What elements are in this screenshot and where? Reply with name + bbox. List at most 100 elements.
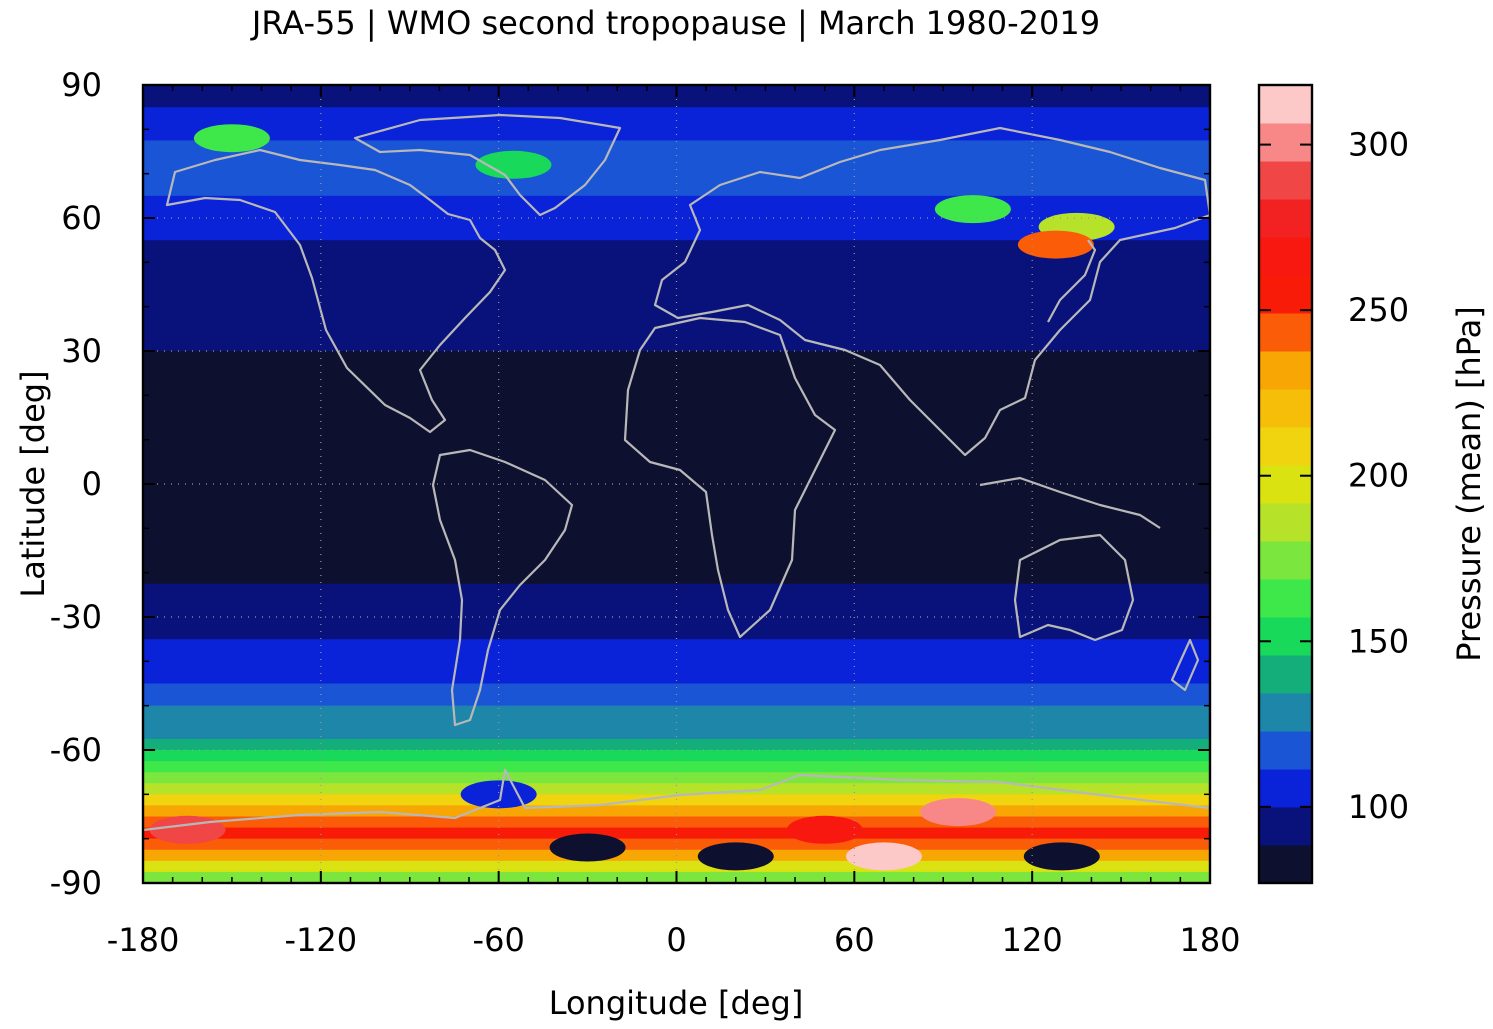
colorbar-swatch xyxy=(1259,693,1312,732)
heatmap-band xyxy=(143,362,1210,374)
heatmap-anomaly xyxy=(193,124,270,153)
heatmap-band xyxy=(143,860,1210,873)
colorbar-swatch xyxy=(1259,313,1312,352)
colorbar-swatch xyxy=(1259,769,1312,808)
heatmap-anomaly xyxy=(1017,230,1094,259)
coastline-new-zealand xyxy=(1170,638,1200,692)
y-tick-label: -60 xyxy=(50,731,102,769)
heatmap-anomaly xyxy=(934,195,1011,224)
heatmap-band xyxy=(143,550,1210,563)
colorbar-swatch xyxy=(1259,731,1312,770)
heatmap-anomaly xyxy=(786,815,863,844)
heatmap-band xyxy=(143,428,1210,441)
x-tick-label: 120 xyxy=(1002,921,1063,959)
colorbar-tick-label: 200 xyxy=(1348,457,1409,495)
colorbar-swatch xyxy=(1259,275,1312,314)
colorbar xyxy=(1259,85,1312,884)
heatmap-band xyxy=(143,328,1210,341)
coastline-indonesia xyxy=(979,476,1161,529)
heatmap-band xyxy=(143,617,1210,629)
heatmap-band xyxy=(143,572,1210,585)
heatmap-band xyxy=(143,195,1210,208)
colorbar-tick-label: 250 xyxy=(1348,291,1409,329)
heatmap-band xyxy=(143,206,1210,219)
heatmap-anomaly xyxy=(845,842,922,871)
heatmap-band xyxy=(143,162,1210,175)
heatmap-band xyxy=(143,672,1210,685)
heatmap-band xyxy=(143,794,1210,807)
colorbar-swatch xyxy=(1259,541,1312,580)
heatmap-band xyxy=(143,339,1210,352)
heatmap-band xyxy=(143,705,1210,718)
heatmap-band xyxy=(143,628,1210,640)
heatmap-band xyxy=(143,173,1210,186)
heatmap-band xyxy=(143,251,1210,263)
colorbar-swatch xyxy=(1259,351,1312,390)
x-axis: -180 -120 -60 0 60 120 180 xyxy=(107,85,1241,959)
heatmap-band xyxy=(143,351,1210,363)
heatmap-band xyxy=(143,406,1210,419)
coastline-antarctica xyxy=(143,768,1210,832)
y-tick-label: -90 xyxy=(50,864,102,902)
heatmap-band xyxy=(143,805,1210,818)
heatmap-anomaly xyxy=(1023,842,1100,871)
heatmap-band xyxy=(143,561,1210,574)
heatmap-band xyxy=(143,384,1210,396)
colorbar-swatch xyxy=(1259,465,1312,504)
heatmap-band xyxy=(143,96,1210,108)
heatmap-band xyxy=(143,417,1210,430)
heatmap-band xyxy=(143,750,1210,762)
x-tick-label: -180 xyxy=(107,921,180,959)
colorbar-swatch xyxy=(1259,503,1312,542)
heatmap-band xyxy=(143,495,1210,507)
heatmap-band xyxy=(143,539,1210,552)
heatmap-band xyxy=(143,783,1210,795)
colorbar-swatch xyxy=(1259,389,1312,428)
coastline-africa xyxy=(623,316,837,639)
x-tick-label: -120 xyxy=(285,921,358,959)
coastline-eurasia xyxy=(653,126,1210,457)
y-axis-label: Latitude [deg] xyxy=(14,370,52,597)
x-tick-label: 60 xyxy=(834,921,875,959)
colorbar-swatch xyxy=(1259,655,1312,694)
heatmap-anomaly xyxy=(149,815,226,844)
heatmap-band xyxy=(143,727,1210,740)
colorbar-tick-label: 150 xyxy=(1348,622,1409,660)
colorbar-swatch xyxy=(1259,237,1312,276)
colorbar-swatch xyxy=(1259,161,1312,200)
heatmap-anomaly xyxy=(475,150,552,179)
colorbar-swatch xyxy=(1259,123,1312,162)
heatmap-anomaly xyxy=(697,842,774,871)
heatmap-band xyxy=(143,140,1210,153)
y-axis: 90 60 30 0 -30 -60 -90 xyxy=(50,66,1210,902)
heatmap-band xyxy=(143,151,1210,164)
heatmap-band xyxy=(143,306,1210,319)
heatmap-band xyxy=(143,661,1210,674)
heatmap-anomaly xyxy=(549,833,626,862)
colorbar-swatch xyxy=(1259,199,1312,238)
y-tick-label: 0 xyxy=(82,465,102,503)
colorbar-swatch xyxy=(1259,427,1312,466)
y-tick-label: -30 xyxy=(50,598,102,636)
coastline-japan xyxy=(1047,239,1097,323)
heatmap-band xyxy=(143,461,1210,474)
heatmap-band xyxy=(143,694,1210,707)
colorbar-swatch xyxy=(1259,807,1312,846)
heatmap-band xyxy=(143,594,1210,607)
heatmap-band xyxy=(143,395,1210,408)
heatmap-band xyxy=(143,229,1210,241)
coastline-north-america xyxy=(165,148,507,434)
heatmap-band xyxy=(143,738,1210,751)
y-tick-label: 60 xyxy=(61,199,102,237)
heatmap-band xyxy=(143,472,1210,485)
heatmap-band xyxy=(143,816,1210,829)
colorbar-tick-label: 300 xyxy=(1348,126,1409,164)
heatmap-band xyxy=(143,129,1210,142)
colorbar-swatch xyxy=(1259,579,1312,618)
y-tick-label: 30 xyxy=(61,332,102,370)
colorbar-swatch xyxy=(1259,617,1312,656)
heatmap-band xyxy=(143,218,1210,230)
heatmap-band xyxy=(143,273,1210,286)
colorbar-label: Pressure (mean) [hPa] xyxy=(1450,306,1488,661)
